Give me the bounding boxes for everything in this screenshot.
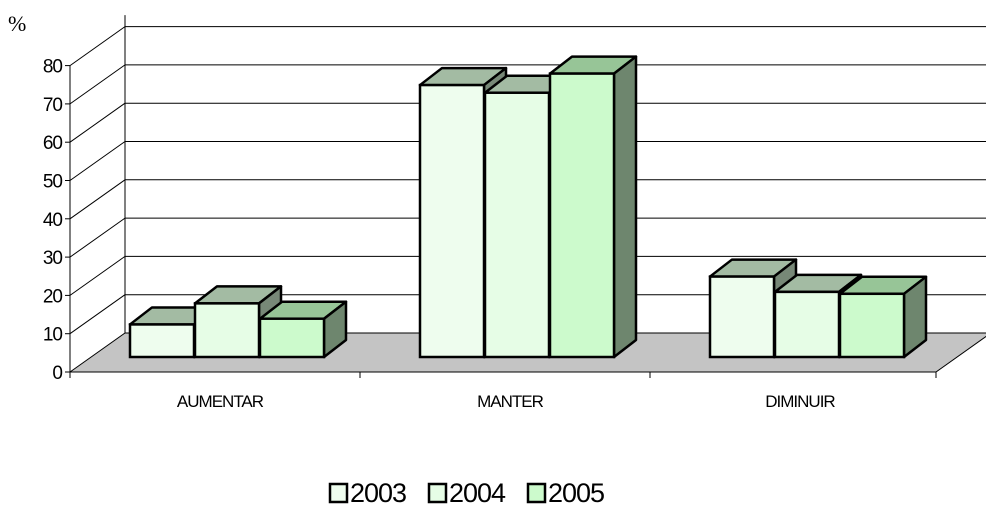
y-tick-label: 20 [43, 286, 63, 307]
gridline-side-80 [69, 26, 126, 67]
y-tick-label: 10 [43, 325, 63, 346]
bar-front [418, 83, 486, 359]
bar-front [773, 290, 841, 359]
category-label: MANTER [477, 392, 544, 411]
gridline-side-60 [69, 102, 126, 143]
legend-swatch [526, 482, 547, 504]
gridline-side-50 [69, 141, 126, 181]
legend-item: 2004 [427, 478, 507, 508]
legend-label: 2004 [449, 478, 506, 508]
bar-front [193, 302, 261, 359]
bar [773, 273, 863, 359]
y-tick-label: 0 [52, 363, 62, 384]
legend-swatch [427, 482, 448, 504]
bar-front [838, 292, 906, 359]
legend-label: 2005 [548, 478, 604, 508]
legend: 2003 2004 2005 [328, 478, 605, 508]
gridline-side-30 [69, 217, 126, 258]
legend-swatch [328, 482, 349, 504]
legend-label: 2003 [350, 478, 406, 508]
bar-front [258, 317, 326, 359]
gridline-side-40 [69, 179, 126, 220]
y-tick-label: 30 [43, 248, 63, 269]
bar [548, 55, 638, 359]
legend-item: 2003 [328, 478, 407, 508]
gridline-side-10 [69, 294, 126, 335]
bar [258, 300, 348, 359]
gridline-side-20 [69, 255, 126, 296]
bar-front [128, 323, 196, 359]
y-tick-label: 50 [43, 172, 63, 193]
y-tick-label: 70 [43, 95, 63, 116]
y-tick-label: 80 [43, 57, 63, 78]
legend-item: 2005 [526, 478, 605, 508]
bar-front [483, 91, 551, 359]
bar [838, 275, 928, 359]
bar-front [708, 275, 776, 359]
y-tick-label: 60 [43, 133, 63, 154]
gridline-side-70 [69, 64, 126, 105]
bar-side [612, 55, 638, 359]
category-label: DIMINUIR [765, 392, 835, 411]
category-label: AUMENTAR [177, 392, 264, 411]
bar [708, 258, 798, 359]
y-tick-label: 40 [43, 210, 63, 231]
bar-front [548, 72, 616, 359]
y-axis-unit-label: % [8, 11, 26, 36]
